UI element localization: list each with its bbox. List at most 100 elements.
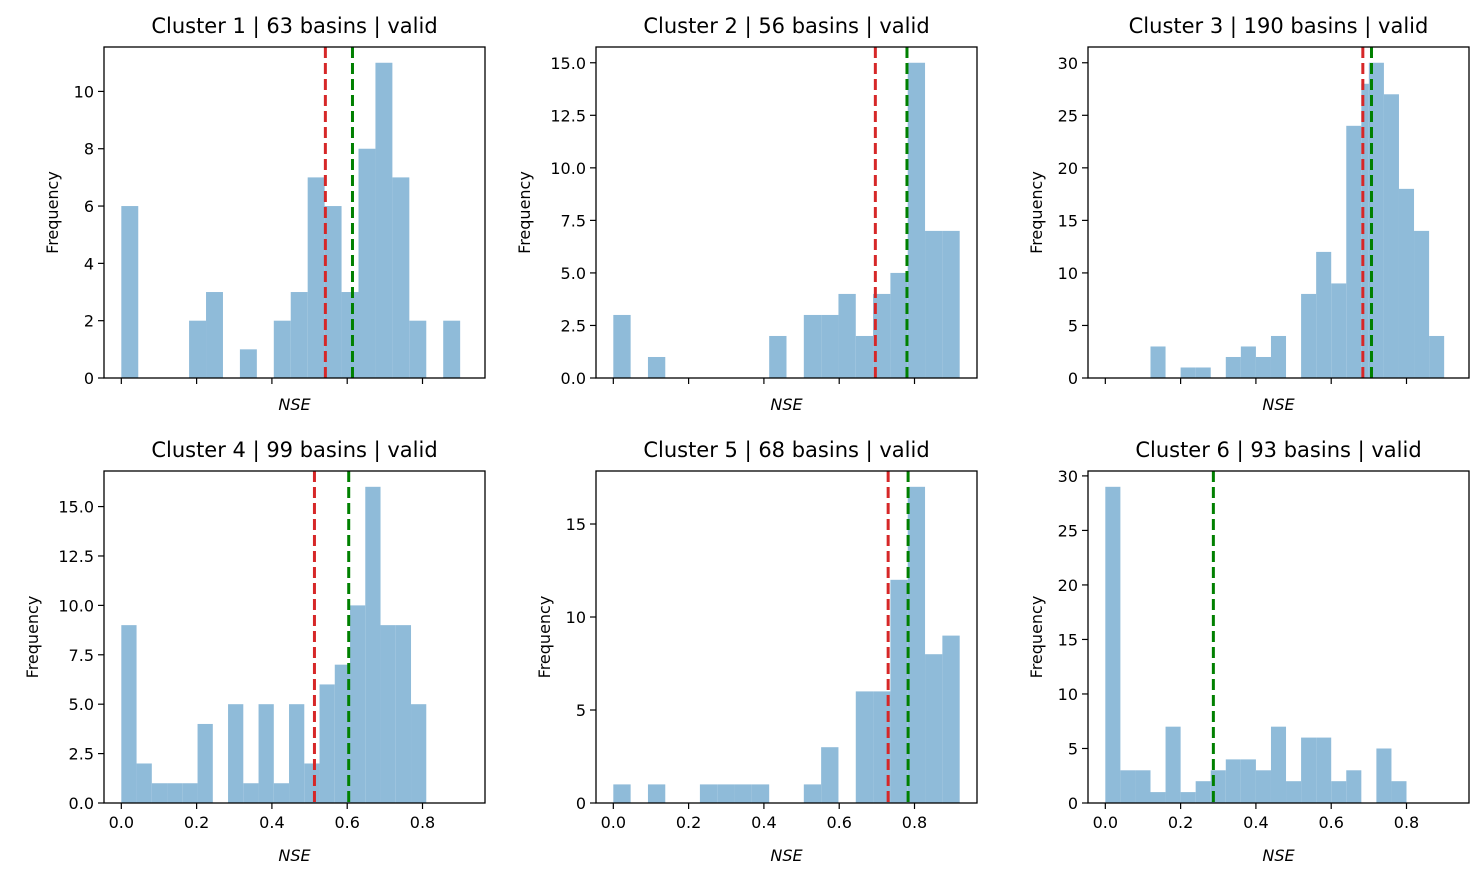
histogram-bar	[1240, 759, 1256, 803]
x-axis-label: NSE	[278, 846, 311, 865]
histogram-bar	[121, 206, 139, 378]
y-tick-label: 5	[1068, 316, 1078, 335]
histogram-bar	[1331, 781, 1347, 803]
y-tick-label: 10	[566, 608, 586, 627]
y-tick-label: 5.0	[561, 264, 586, 283]
x-tick-label: 0.0	[1093, 813, 1118, 832]
histogram-bar	[341, 292, 359, 378]
histogram-panel-4: 0.0 0.2 0.4 0.6 0.8 0.0 2.5 5.0 7.5 10.0 12.5 15.0 C…	[23, 438, 486, 865]
histogram-bar	[1346, 125, 1362, 378]
histogram-bar	[182, 783, 198, 803]
histogram-bar	[1270, 726, 1287, 803]
x-tick-label: 0.0	[601, 813, 626, 832]
histogram-bar	[380, 625, 396, 803]
histogram-bar	[734, 784, 752, 803]
histogram-bar	[1150, 792, 1166, 803]
histogram-bar	[1120, 770, 1136, 803]
panel-title: Cluster 6 | 93 basins | valid	[1135, 438, 1421, 463]
y-tick-label: 10	[1058, 264, 1078, 283]
x-tick-label: 0.8	[1394, 813, 1419, 832]
histogram-bar	[197, 723, 213, 803]
histogram-bar	[1398, 188, 1415, 378]
y-tick-label: 15	[566, 515, 586, 534]
y-tick-label: 6	[84, 197, 94, 216]
axes-frame	[595, 470, 978, 804]
histogram-panel-5: 0.0 0.2 0.4 0.6 0.8 0 5 10 15 Cluster 5 | 68 basi…	[535, 438, 978, 865]
histogram-bar	[273, 320, 291, 378]
histogram-bar	[613, 314, 631, 378]
y-tick-label: 15	[1058, 211, 1078, 230]
histogram-bar	[1255, 770, 1271, 803]
histogram-bar	[769, 335, 787, 378]
histogram-bar	[411, 704, 427, 803]
histogram-bar	[803, 314, 822, 378]
x-tick-label: 0.4	[751, 813, 776, 832]
histogram-bar	[1391, 781, 1407, 803]
histogram-bar	[304, 763, 320, 803]
histogram-bar	[1195, 367, 1211, 378]
histogram-bar	[890, 272, 908, 378]
histogram-bar	[1135, 770, 1151, 803]
y-tick-label: 0	[1068, 794, 1078, 813]
y-tick-label: 10	[1058, 685, 1078, 704]
histogram-bar	[1301, 293, 1317, 378]
histogram-bar	[717, 784, 735, 803]
histogram-bar	[1286, 781, 1302, 803]
y-tick-label: 15.0	[550, 54, 586, 73]
histogram-bar	[1346, 770, 1362, 803]
y-axis-label: Frequency	[23, 596, 42, 679]
histogram-bar	[358, 148, 376, 378]
histogram-bar	[1301, 737, 1317, 803]
histogram-bar	[942, 230, 960, 378]
y-tick-label: 4	[84, 254, 94, 273]
y-tick-label: 2.5	[561, 316, 586, 335]
histogram-bar	[443, 320, 461, 378]
histogram-bar	[206, 292, 223, 378]
histogram-bar	[136, 763, 152, 803]
histogram-bar	[289, 704, 305, 803]
y-tick-label: 8	[84, 140, 94, 159]
y-tick-label: 0.0	[561, 369, 586, 388]
histogram-bar	[907, 62, 926, 379]
y-tick-label: 0.0	[69, 794, 94, 813]
histogram-bar	[1429, 335, 1445, 378]
y-tick-label: 7.5	[69, 646, 94, 665]
histogram-bar	[1105, 486, 1121, 803]
histogram-bar	[873, 691, 891, 803]
histogram-bar	[1225, 356, 1241, 378]
histogram-bar	[1331, 283, 1347, 378]
histogram-bar	[647, 784, 666, 803]
x-axis-label: NSE	[1262, 846, 1295, 865]
histogram-bar	[395, 625, 412, 803]
histogram-panel-2: 0.0 2.5 5.0 7.5 10.0 12.5 15.0 Cluster 2 | 56 b…	[515, 14, 978, 414]
x-tick-label: 0.2	[1168, 813, 1193, 832]
y-tick-label: 20	[1058, 159, 1078, 178]
histogram-bar	[258, 704, 274, 803]
histogram-bar	[1383, 94, 1399, 379]
histogram-bar	[821, 314, 839, 378]
x-tick-label: 0.2	[676, 813, 701, 832]
histogram-bar	[319, 684, 335, 803]
histogram-bar	[1316, 251, 1332, 378]
histogram-bar	[855, 691, 874, 803]
histogram-bar	[1240, 346, 1256, 378]
y-axis-label: Frequency	[1027, 596, 1046, 679]
y-tick-label: 25	[1058, 106, 1078, 125]
histogram-bar	[324, 206, 342, 378]
axes-frame	[1087, 470, 1470, 804]
histogram-bar	[189, 320, 207, 378]
y-tick-label: 2	[84, 312, 94, 331]
y-tick-label: 15	[1058, 630, 1078, 649]
x-tick-label: 0.6	[334, 813, 359, 832]
x-tick-label: 0.6	[826, 813, 851, 832]
histogram-bar	[890, 579, 908, 803]
y-axis-label: Frequency	[43, 171, 62, 254]
y-tick-label: 30	[1058, 54, 1078, 73]
x-axis-label: NSE	[278, 395, 311, 414]
histogram-bar	[375, 62, 393, 379]
histogram-bar	[1368, 62, 1384, 379]
histogram-bar	[1225, 759, 1241, 803]
y-tick-label: 20	[1058, 576, 1078, 595]
histogram-bar	[942, 635, 960, 803]
